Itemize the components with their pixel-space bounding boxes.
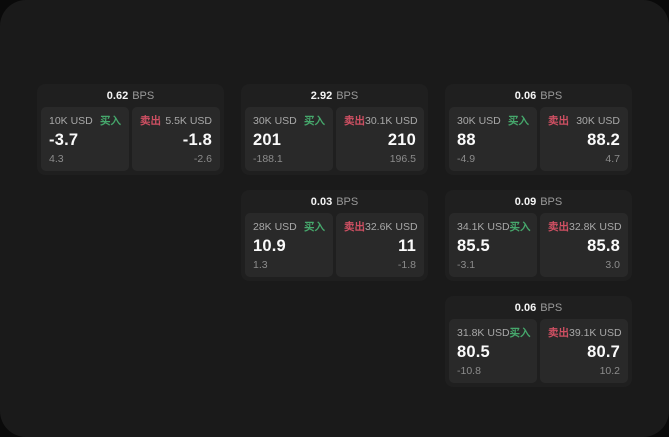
quote-card-1: 0.62 BPS 10K USD 买入 -3.7 4.3 卖出 5.5K USD… [37, 84, 224, 175]
buy-price: -3.7 [49, 131, 79, 149]
sell-quote-panel[interactable]: 卖出 5.5K USD -1.8 -2.6 [132, 107, 220, 171]
sell-quote-panel[interactable]: 卖出 32.6K USD 11 -1.8 [336, 213, 424, 277]
sell-label: 卖出 [344, 221, 365, 233]
buy-quote-panel[interactable]: 30K USD 买入 88 -4.9 [449, 107, 537, 171]
bps-unit: BPS [540, 301, 563, 314]
buy-label: 买入 [304, 115, 325, 127]
quote-panels: 30K USD 买入 88 -4.9 卖出 30K USD 88.2 4.7 [445, 107, 632, 175]
bps-unit: BPS [540, 195, 563, 208]
bps-value: 0.06 [514, 89, 537, 102]
bps-value: 0.03 [310, 195, 333, 208]
sell-price: 85.8 [587, 237, 620, 255]
card-header: 0.06 BPS [445, 296, 632, 319]
card-header: 0.09 BPS [445, 190, 632, 213]
card-header: 2.92 BPS [241, 84, 428, 107]
sell-amount: 39.1K USD [569, 326, 622, 339]
buy-label: 买入 [509, 221, 531, 233]
card-header: 0.62 BPS [37, 84, 224, 107]
buy-label: 买入 [508, 115, 529, 127]
quote-panels: 30K USD 买入 201 -188.1 卖出 30.1K USD 210 1… [241, 107, 428, 175]
bps-value: 0.06 [514, 301, 537, 314]
sell-sub-value: 4.7 [605, 153, 620, 165]
quote-panels: 10K USD 买入 -3.7 4.3 卖出 5.5K USD -1.8 -2.… [37, 107, 224, 175]
card-header: 0.06 BPS [445, 84, 632, 107]
buy-quote-panel[interactable]: 31.8K USD 买入 80.5 -10.8 [449, 319, 537, 383]
sell-sub-value: 10.2 [599, 365, 620, 377]
bps-unit: BPS [336, 195, 359, 208]
sell-price: 80.7 [587, 343, 620, 361]
quote-panels: 28K USD 买入 10.9 1.3 卖出 32.6K USD 11 -1.8 [241, 213, 428, 281]
sell-label: 卖出 [140, 115, 161, 127]
quote-card-2: 2.92 BPS 30K USD 买入 201 -188.1 卖出 30.1K … [241, 84, 428, 175]
bps-value: 0.09 [514, 195, 537, 208]
buy-amount: 34.1K USD [457, 220, 510, 233]
bps-value: 2.92 [310, 89, 333, 102]
sell-sub-value: -2.6 [193, 153, 212, 165]
sell-amount: 32.6K USD [365, 220, 418, 233]
bps-unit: BPS [132, 89, 155, 102]
buy-quote-panel[interactable]: 28K USD 买入 10.9 1.3 [245, 213, 333, 277]
buy-label: 买入 [100, 115, 121, 127]
card-header: 0.03 BPS [241, 190, 428, 213]
quote-panels: 34.1K USD 买入 85.5 -3.1 卖出 32.8K USD 85.8… [445, 213, 632, 281]
buy-price: 80.5 [457, 343, 490, 361]
buy-quote-panel[interactable]: 10K USD 买入 -3.7 4.3 [41, 107, 129, 171]
sell-label: 卖出 [548, 115, 569, 127]
sell-label: 卖出 [548, 327, 569, 339]
sell-sub-value: 3.0 [605, 259, 620, 271]
quote-card-6: 0.06 BPS 31.8K USD 买入 80.5 -10.8 卖出 39.1… [445, 296, 632, 387]
sell-label: 卖出 [344, 115, 365, 127]
quote-card-3: 0.06 BPS 30K USD 买入 88 -4.9 卖出 30K USD 8… [445, 84, 632, 175]
quote-panels: 31.8K USD 买入 80.5 -10.8 卖出 39.1K USD 80.… [445, 319, 632, 387]
buy-amount: 30K USD [253, 114, 297, 127]
sell-sub-value: -1.8 [397, 259, 416, 271]
bps-unit: BPS [336, 89, 359, 102]
sell-quote-panel[interactable]: 卖出 30.1K USD 210 196.5 [336, 107, 424, 171]
sell-price: 11 [398, 237, 416, 255]
buy-sub-value: -3.1 [457, 259, 476, 271]
sell-sub-value: 196.5 [389, 153, 416, 165]
buy-label: 买入 [509, 327, 531, 339]
buy-amount: 10K USD [49, 114, 93, 127]
buy-quote-panel[interactable]: 30K USD 买入 201 -188.1 [245, 107, 333, 171]
buy-sub-value: 4.3 [49, 153, 64, 165]
buy-sub-value: 1.3 [253, 259, 268, 271]
bps-value: 0.62 [106, 89, 129, 102]
sell-label: 卖出 [548, 221, 569, 233]
buy-price: 201 [253, 131, 282, 149]
sell-amount: 30K USD [576, 114, 620, 127]
sell-quote-panel[interactable]: 卖出 30K USD 88.2 4.7 [540, 107, 628, 171]
buy-amount: 28K USD [253, 220, 297, 233]
quote-card-4: 0.03 BPS 28K USD 买入 10.9 1.3 卖出 32.6K US… [241, 190, 428, 281]
buy-price: 85.5 [457, 237, 490, 255]
sell-price: -1.8 [182, 131, 212, 149]
buy-amount: 31.8K USD [457, 326, 510, 339]
sell-amount: 32.8K USD [569, 220, 622, 233]
buy-sub-value: -10.8 [457, 365, 481, 377]
buy-label: 买入 [304, 221, 325, 233]
quote-card-5: 0.09 BPS 34.1K USD 买入 85.5 -3.1 卖出 32.8K… [445, 190, 632, 281]
buy-price: 88 [457, 131, 476, 149]
sell-amount: 30.1K USD [365, 114, 418, 127]
sell-amount: 5.5K USD [165, 114, 212, 127]
buy-quote-panel[interactable]: 34.1K USD 买入 85.5 -3.1 [449, 213, 537, 277]
buy-sub-value: -4.9 [457, 153, 476, 165]
sell-quote-panel[interactable]: 卖出 39.1K USD 80.7 10.2 [540, 319, 628, 383]
buy-sub-value: -188.1 [253, 153, 283, 165]
buy-price: 10.9 [253, 237, 286, 255]
bps-unit: BPS [540, 89, 563, 102]
sell-price: 210 [387, 131, 416, 149]
sell-price: 88.2 [587, 131, 620, 149]
buy-amount: 30K USD [457, 114, 501, 127]
sell-quote-panel[interactable]: 卖出 32.8K USD 85.8 3.0 [540, 213, 628, 277]
